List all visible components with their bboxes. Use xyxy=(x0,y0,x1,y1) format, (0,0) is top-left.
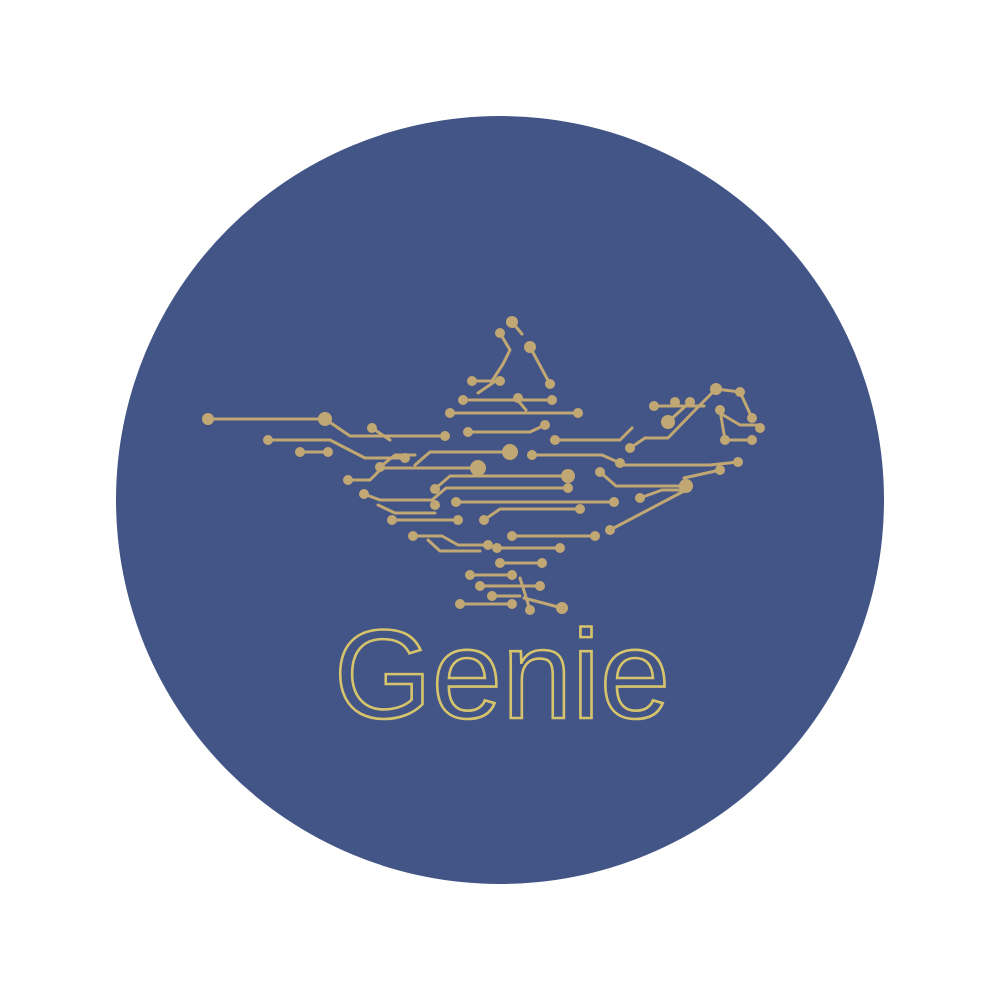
logo-wordmark: Genie xyxy=(334,604,670,745)
logo-badge-circle xyxy=(116,116,884,884)
circuit-node-dots xyxy=(202,316,765,615)
